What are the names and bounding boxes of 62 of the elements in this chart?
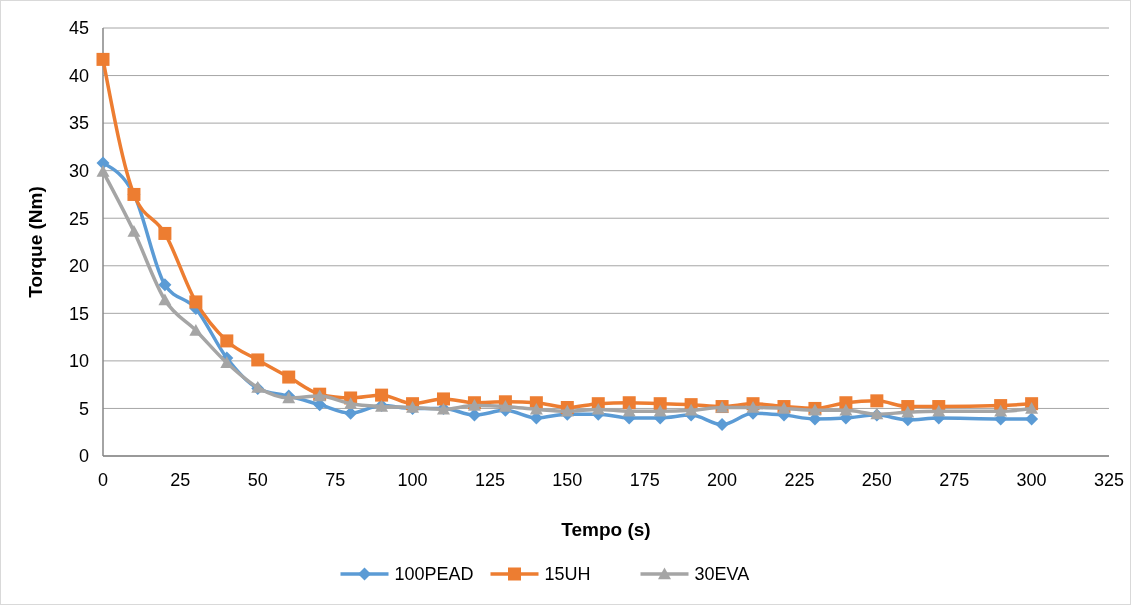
point (839, 403, 853, 416)
point (1025, 412, 1039, 426)
point (282, 370, 296, 384)
point (932, 404, 946, 417)
point (529, 402, 543, 415)
point (1025, 401, 1039, 414)
legend-label: 30EVA (694, 564, 750, 585)
point (622, 396, 636, 410)
point (901, 405, 915, 418)
point (189, 323, 203, 336)
point (870, 394, 884, 408)
x-tick-label: 200 (707, 470, 738, 490)
x-tick-label: 325 (1093, 470, 1125, 490)
point (467, 408, 481, 422)
point (839, 396, 853, 410)
point (994, 404, 1008, 417)
y-tick-label: 25 (68, 208, 89, 229)
point (189, 295, 203, 309)
point (158, 226, 172, 240)
legend-label: 15UH (544, 564, 591, 585)
point (96, 165, 110, 177)
y-tick-label: 45 (68, 18, 89, 39)
point (653, 404, 667, 417)
x-tick-label: 225 (784, 470, 815, 490)
point (715, 418, 729, 432)
x-tick-label: 300 (1016, 470, 1047, 490)
x-tick-label: 50 (247, 470, 268, 490)
x-tick-label: 250 (861, 470, 892, 490)
y-tick-label: 30 (68, 160, 89, 181)
x-tick-label: 125 (474, 470, 505, 490)
x-tick-label: 75 (325, 470, 346, 490)
y-tick-label: 35 (68, 113, 89, 134)
x-tick-label: 25 (170, 470, 191, 490)
x-tick-label: 100 (397, 470, 428, 490)
point (498, 400, 512, 412)
y-tick-label: 15 (68, 303, 89, 324)
y-tick-label: 0 (78, 446, 89, 467)
point (344, 397, 358, 409)
point (684, 403, 698, 416)
point (220, 356, 234, 368)
y-tick-label: 20 (68, 256, 89, 277)
point (96, 52, 110, 66)
point (220, 334, 234, 348)
x-tick-label: 0 (97, 470, 109, 490)
x-tick-label: 150 (552, 470, 583, 490)
point (127, 225, 141, 237)
x-tick-label: 275 (939, 470, 970, 490)
point (591, 402, 605, 415)
y-tick-label: 40 (68, 65, 89, 86)
x-tick-label: 175 (629, 470, 660, 490)
y-tick-label: 5 (78, 398, 89, 419)
point (375, 388, 389, 402)
point (158, 293, 172, 306)
point (158, 278, 172, 292)
point (622, 404, 636, 417)
y-axis-title: Torque (Nm) (25, 186, 46, 298)
y-tick-label: 10 (68, 351, 89, 372)
point (96, 156, 110, 170)
point (251, 353, 265, 367)
point (436, 392, 450, 406)
legend-label: 100PEAD (394, 564, 474, 585)
x-axis-title: Tempo (s) (561, 519, 651, 540)
